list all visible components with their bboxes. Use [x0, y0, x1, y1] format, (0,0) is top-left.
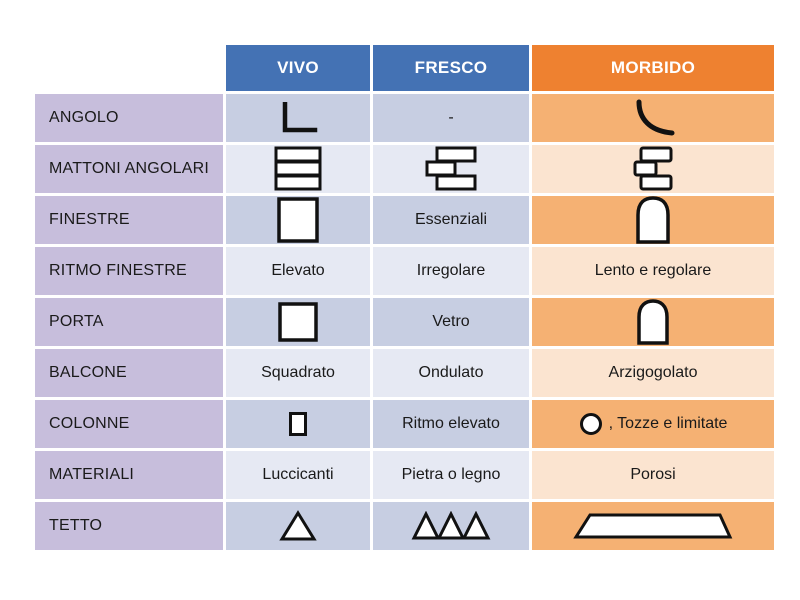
header-corner-cell — [35, 45, 223, 91]
cell-colonne-vivo — [226, 400, 370, 448]
column-header-morbido: MORBIDO — [532, 45, 774, 91]
cell-tetto-vivo — [226, 502, 370, 550]
row-label-ritmo-finestre: RITMO FINESTRE — [35, 247, 223, 295]
triangle-roof-icon — [279, 510, 317, 542]
row-label-tetto: TETTO — [35, 502, 223, 550]
cell-materiali-morbido: Porosi — [532, 451, 774, 499]
circle-icon — [579, 412, 603, 436]
square-window-icon — [276, 196, 320, 244]
cell-mattoni-fresco — [373, 145, 529, 193]
column-rect-icon — [288, 411, 308, 437]
cell-mattoni-morbido — [532, 145, 774, 193]
cell-mattoni-vivo — [226, 145, 370, 193]
cell-tetto-morbido — [532, 502, 774, 550]
right-angle-icon — [278, 102, 318, 134]
cell-ritmo-morbido: Lento e regolare — [532, 247, 774, 295]
cell-tetto-fresco — [373, 502, 529, 550]
soft-curve-icon — [630, 99, 676, 137]
cell-colonne-fresco: Ritmo elevato — [373, 400, 529, 448]
cell-porta-morbido — [532, 298, 774, 346]
cell-balcone-morbido: Arzigogolato — [532, 349, 774, 397]
cell-finestre-morbido — [532, 196, 774, 244]
cell-colonne-morbido: , Tozze e limitate — [532, 400, 774, 448]
staggered-bricks-small-icon — [631, 146, 675, 192]
cell-finestre-vivo — [226, 196, 370, 244]
cell-ritmo-vivo: Elevato — [226, 247, 370, 295]
row-label-mattoni-angolari: MATTONI ANGOLARI — [35, 145, 223, 193]
cell-angolo-morbido — [532, 94, 774, 142]
cell-materiali-vivo: Luccicanti — [226, 451, 370, 499]
cell-ritmo-fresco: Irregolare — [373, 247, 529, 295]
arched-door-icon — [636, 299, 670, 345]
row-label-angolo: ANGOLO — [35, 94, 223, 142]
comparison-table: VIVO FRESCO MORBIDO ANGOLO - MATTONI ANG… — [35, 45, 774, 550]
arched-window-icon — [635, 196, 671, 244]
cell-balcone-fresco: Ondulato — [373, 349, 529, 397]
cell-angolo-vivo — [226, 94, 370, 142]
trapezoid-roof-icon — [573, 512, 733, 540]
column-header-fresco: FRESCO — [373, 45, 529, 91]
row-label-materiali: MATERIALI — [35, 451, 223, 499]
row-label-porta: PORTA — [35, 298, 223, 346]
row-label-colonne: COLONNE — [35, 400, 223, 448]
cell-angolo-fresco: - — [373, 94, 529, 142]
cell-colonne-morbido-text: , Tozze e limitate — [608, 415, 728, 433]
cell-balcone-vivo: Squadrato — [226, 349, 370, 397]
staggered-bricks-icon — [423, 146, 479, 192]
column-header-vivo: VIVO — [226, 45, 370, 91]
flush-bricks-icon — [272, 146, 324, 192]
cell-porta-vivo — [226, 298, 370, 346]
triple-triangle-roof-icon — [411, 511, 491, 541]
row-label-balcone: BALCONE — [35, 349, 223, 397]
cell-materiali-fresco: Pietra o legno — [373, 451, 529, 499]
cell-finestre-fresco: Essenziali — [373, 196, 529, 244]
square-door-icon — [277, 301, 319, 343]
row-label-finestre: FINESTRE — [35, 196, 223, 244]
cell-porta-fresco: Vetro — [373, 298, 529, 346]
